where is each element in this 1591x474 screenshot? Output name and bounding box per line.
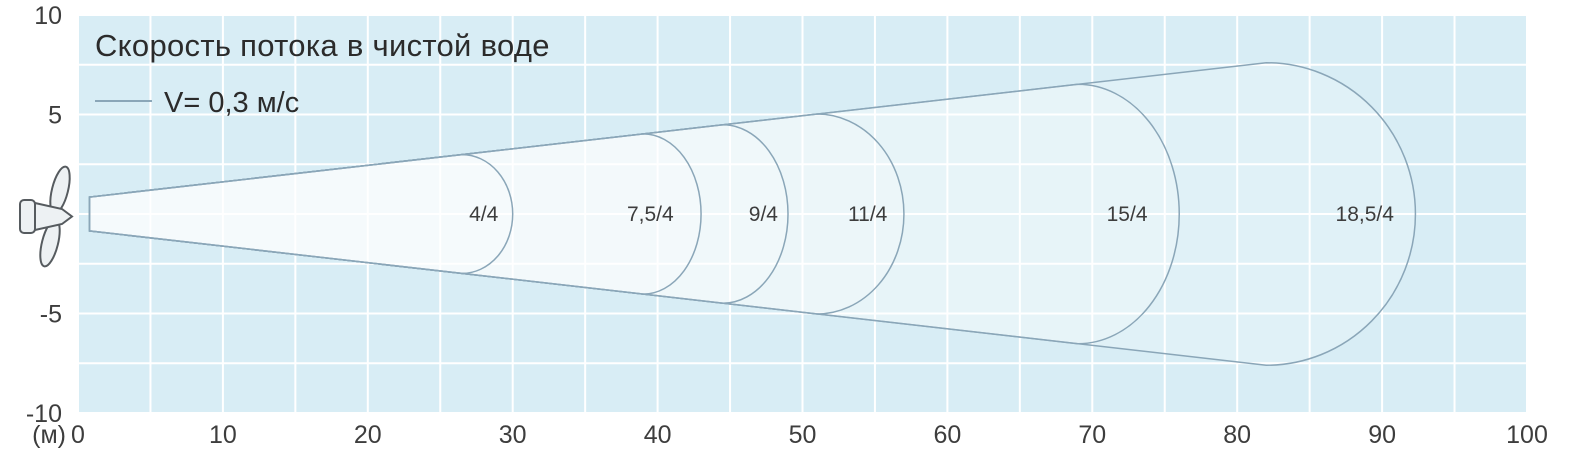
axis-labels: 0 10 20 30 40 50 60 70 80 90 100 10 5 -5 -10(м) [26, 2, 1548, 449]
x-tick-label: 0 [71, 421, 85, 449]
flow-plumes [88, 62, 1417, 366]
y-tick-label: 5 [48, 102, 62, 130]
x-tick-label: 70 [1078, 421, 1106, 449]
y-tick-label: -5 [40, 301, 62, 329]
axis-unit-label: (м) [32, 421, 66, 449]
plume-label: 7,5/4 [627, 203, 674, 226]
mixer-icon [19, 165, 74, 268]
x-tick-label: 90 [1368, 421, 1396, 449]
y-tick-label: 10 [34, 2, 62, 30]
x-tick-label: 60 [933, 421, 961, 449]
grid [77, 14, 1528, 414]
flow-plume-11/4 [88, 113, 905, 315]
mixer-hub [34, 201, 74, 232]
x-tick-label: 40 [644, 421, 672, 449]
mixer-motor [19, 199, 36, 234]
legend-label: V= 0,3 м/с [164, 87, 299, 119]
plume-label: 15/4 [1107, 203, 1148, 226]
x-tick-label: 30 [499, 421, 527, 449]
x-tick-label: 10 [209, 421, 237, 449]
legend: V= 0,3 м/с [95, 87, 299, 119]
plume-label: 18,5/4 [1336, 203, 1395, 226]
flow-plume-7,5/4 [88, 133, 702, 295]
x-tick-label: 20 [354, 421, 382, 449]
flow-plume-18,5/4 [88, 62, 1417, 366]
flow-plume-9/4 [88, 124, 789, 304]
flow-plume-4/4 [88, 153, 514, 275]
plume-label: 11/4 [848, 203, 888, 226]
chart-title: Скорость потока в чистой воде [95, 28, 550, 63]
plume-label: 9/4 [749, 203, 779, 226]
y-tick-label: -10 [26, 400, 62, 428]
plume-labels: 4/4 7,5/4 9/4 11/4 15/4 18,5/4 [469, 203, 1394, 226]
plume-label: 4/4 [469, 203, 499, 226]
flow-plume-15/4 [88, 83, 1180, 345]
x-tick-label: 100 [1506, 421, 1548, 449]
x-tick-label: 50 [789, 421, 817, 449]
x-tick-label: 80 [1223, 421, 1251, 449]
